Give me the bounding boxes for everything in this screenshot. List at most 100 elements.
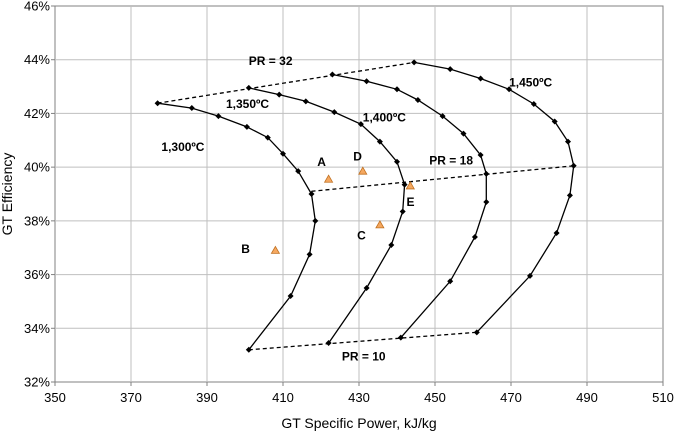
x-tick-label: 430	[348, 390, 370, 405]
data-point	[506, 86, 513, 93]
data-point	[565, 138, 571, 145]
series-group: 1,300ºC 1,350ºC 1,400ºC 1,450ºC PR = 32 PR = …	[154, 54, 577, 364]
series-label: PR = 18	[429, 153, 473, 167]
x-tick-label: 350	[44, 390, 66, 405]
data-point	[312, 217, 319, 224]
series-label: 1,400ºC	[363, 110, 406, 124]
annotation-markers: A B C D E	[241, 149, 415, 256]
y-tick-label: 32%	[24, 375, 50, 390]
series-pr-32: PR = 32	[157, 54, 415, 104]
data-point	[188, 105, 195, 112]
data-point	[414, 97, 421, 103]
series-line	[248, 331, 477, 351]
data-point	[245, 84, 252, 91]
data-point	[215, 113, 222, 120]
series-line	[248, 87, 406, 344]
data-point	[363, 78, 370, 85]
triangle-marker	[375, 220, 385, 229]
data-point	[363, 285, 370, 291]
data-point	[295, 168, 302, 175]
data-point	[308, 191, 315, 197]
data-point	[280, 150, 286, 157]
point-d: D	[353, 149, 368, 175]
data-point	[570, 162, 577, 169]
x-axis-title: GT Specific Power, kJ/kg	[281, 415, 436, 431]
data-point	[306, 251, 313, 258]
series-pr-10: PR = 10	[248, 331, 477, 364]
series-label: 1,350ºC	[226, 97, 269, 111]
data-point	[397, 334, 404, 341]
data-point	[460, 130, 467, 137]
y-tick-label: 42%	[24, 106, 50, 121]
tick-labels: 350 370 390 410 430 450 470 490 510 32% 34% 36% 38% 4…	[24, 0, 674, 405]
x-tick-label: 490	[576, 390, 598, 405]
triangle-marker	[405, 181, 415, 190]
triangle-marker	[358, 166, 368, 175]
point-label: D	[353, 149, 362, 163]
point-label: B	[241, 242, 250, 256]
data-point	[439, 113, 446, 120]
series-1-300-c: 1,300ºC	[154, 100, 319, 353]
series-line	[157, 102, 316, 351]
series-1-400-c: 1,400ºC	[329, 71, 490, 341]
data-point	[527, 272, 533, 279]
data-point	[302, 98, 309, 105]
point-e: E	[405, 181, 415, 209]
y-tick-label: 38%	[24, 213, 50, 228]
data-point	[401, 181, 408, 188]
triangle-marker	[323, 174, 334, 183]
series-line	[311, 165, 574, 192]
data-point	[399, 208, 406, 215]
series-1-450-c: 1,450ºC	[411, 59, 577, 336]
x-tick-label: 450	[424, 390, 446, 405]
point-label: C	[357, 229, 366, 243]
data-point	[477, 75, 484, 82]
data-point	[388, 242, 395, 249]
y-tick-label: 34%	[24, 321, 50, 336]
series-label: PR = 10	[342, 350, 386, 364]
data-point	[276, 91, 283, 98]
series-line	[413, 61, 575, 333]
data-point	[394, 158, 400, 165]
data-point	[473, 329, 480, 336]
data-point	[394, 86, 400, 93]
triangle-marker	[270, 245, 281, 254]
series-label: PR = 32	[249, 54, 293, 68]
grid-lines	[51, 5, 664, 386]
series-pr-18: PR = 18	[311, 153, 574, 192]
data-point	[553, 229, 560, 236]
series-1-350-c: 1,350ºC	[226, 84, 408, 347]
y-tick-label: 46%	[24, 0, 50, 14]
series-line	[332, 73, 487, 339]
data-point	[551, 118, 558, 125]
data-point	[357, 121, 364, 128]
data-point	[566, 192, 573, 199]
point-label: A	[317, 155, 326, 169]
data-point	[154, 100, 161, 107]
point-a: A	[317, 155, 334, 183]
data-point	[243, 123, 250, 130]
x-tick-label: 510	[652, 390, 674, 405]
data-point	[331, 109, 338, 116]
x-tick-label: 410	[272, 390, 294, 405]
data-point	[264, 134, 271, 141]
data-point	[287, 293, 294, 300]
data-point	[447, 66, 454, 73]
data-point	[530, 101, 537, 108]
x-tick-label: 370	[120, 390, 142, 405]
y-tick-label: 36%	[24, 267, 50, 282]
point-b: B	[241, 242, 281, 256]
data-point	[447, 278, 454, 285]
series-label: 1,450ºC	[509, 76, 552, 90]
data-point	[477, 152, 484, 159]
point-c: C	[357, 220, 385, 243]
data-point	[376, 138, 383, 145]
data-point	[483, 199, 490, 206]
series-line	[157, 61, 415, 104]
x-tick-label: 470	[500, 390, 522, 405]
y-axis-title: GT Efficiency	[0, 153, 15, 236]
data-point	[471, 233, 478, 240]
x-tick-label: 390	[196, 390, 218, 405]
y-tick-label: 44%	[24, 52, 50, 67]
